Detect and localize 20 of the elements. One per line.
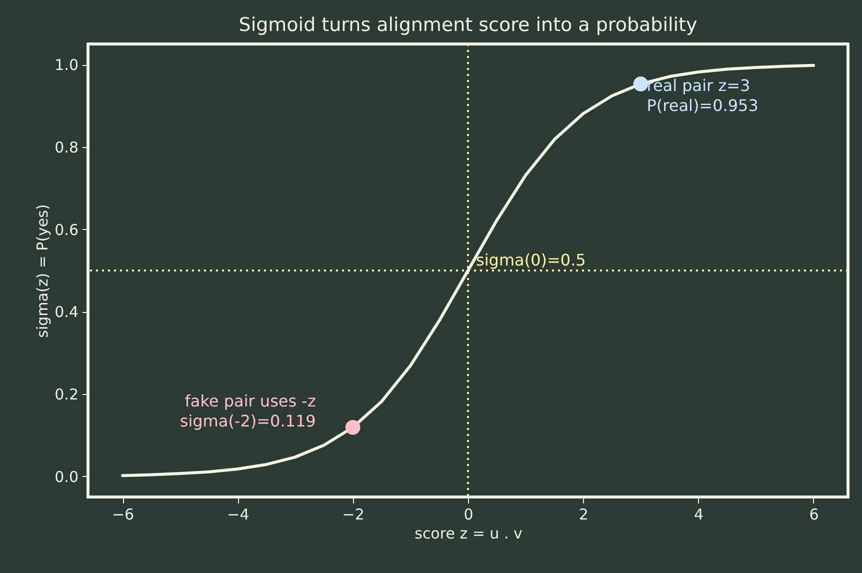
x-tick-label: 6: [809, 506, 819, 524]
chart-title: Sigmoid turns alignment score into a probability: [238, 14, 698, 36]
y-tick-label: 1.0: [54, 56, 78, 74]
x-tick-label: 4: [694, 506, 704, 524]
y-tick-label: 0.4: [54, 303, 78, 322]
x-tick-label: 2: [578, 506, 588, 524]
x-axis-title: score z = u . v: [414, 524, 522, 542]
y-tick-label: 0.8: [54, 138, 78, 156]
y-tick-label: 0.0: [54, 468, 78, 486]
line-series: [121, 64, 815, 478]
x-tick-label: −4: [227, 506, 250, 524]
x-tick-label: 0: [464, 506, 474, 524]
y-axis-title: sigma(z) = P(yes): [34, 204, 52, 338]
x-tick-label: −6: [112, 506, 134, 524]
x-tick-label: −2: [342, 506, 364, 524]
annotation: sigma(0)=0.5: [476, 250, 586, 270]
y-tick-label: 0.2: [54, 386, 78, 404]
annotation: fake pair uses -z sigma(-2)=0.119: [180, 391, 316, 430]
y-tick-label: 0.6: [54, 220, 78, 239]
annotation: real pair z=3 P(real)=0.953: [646, 76, 758, 115]
